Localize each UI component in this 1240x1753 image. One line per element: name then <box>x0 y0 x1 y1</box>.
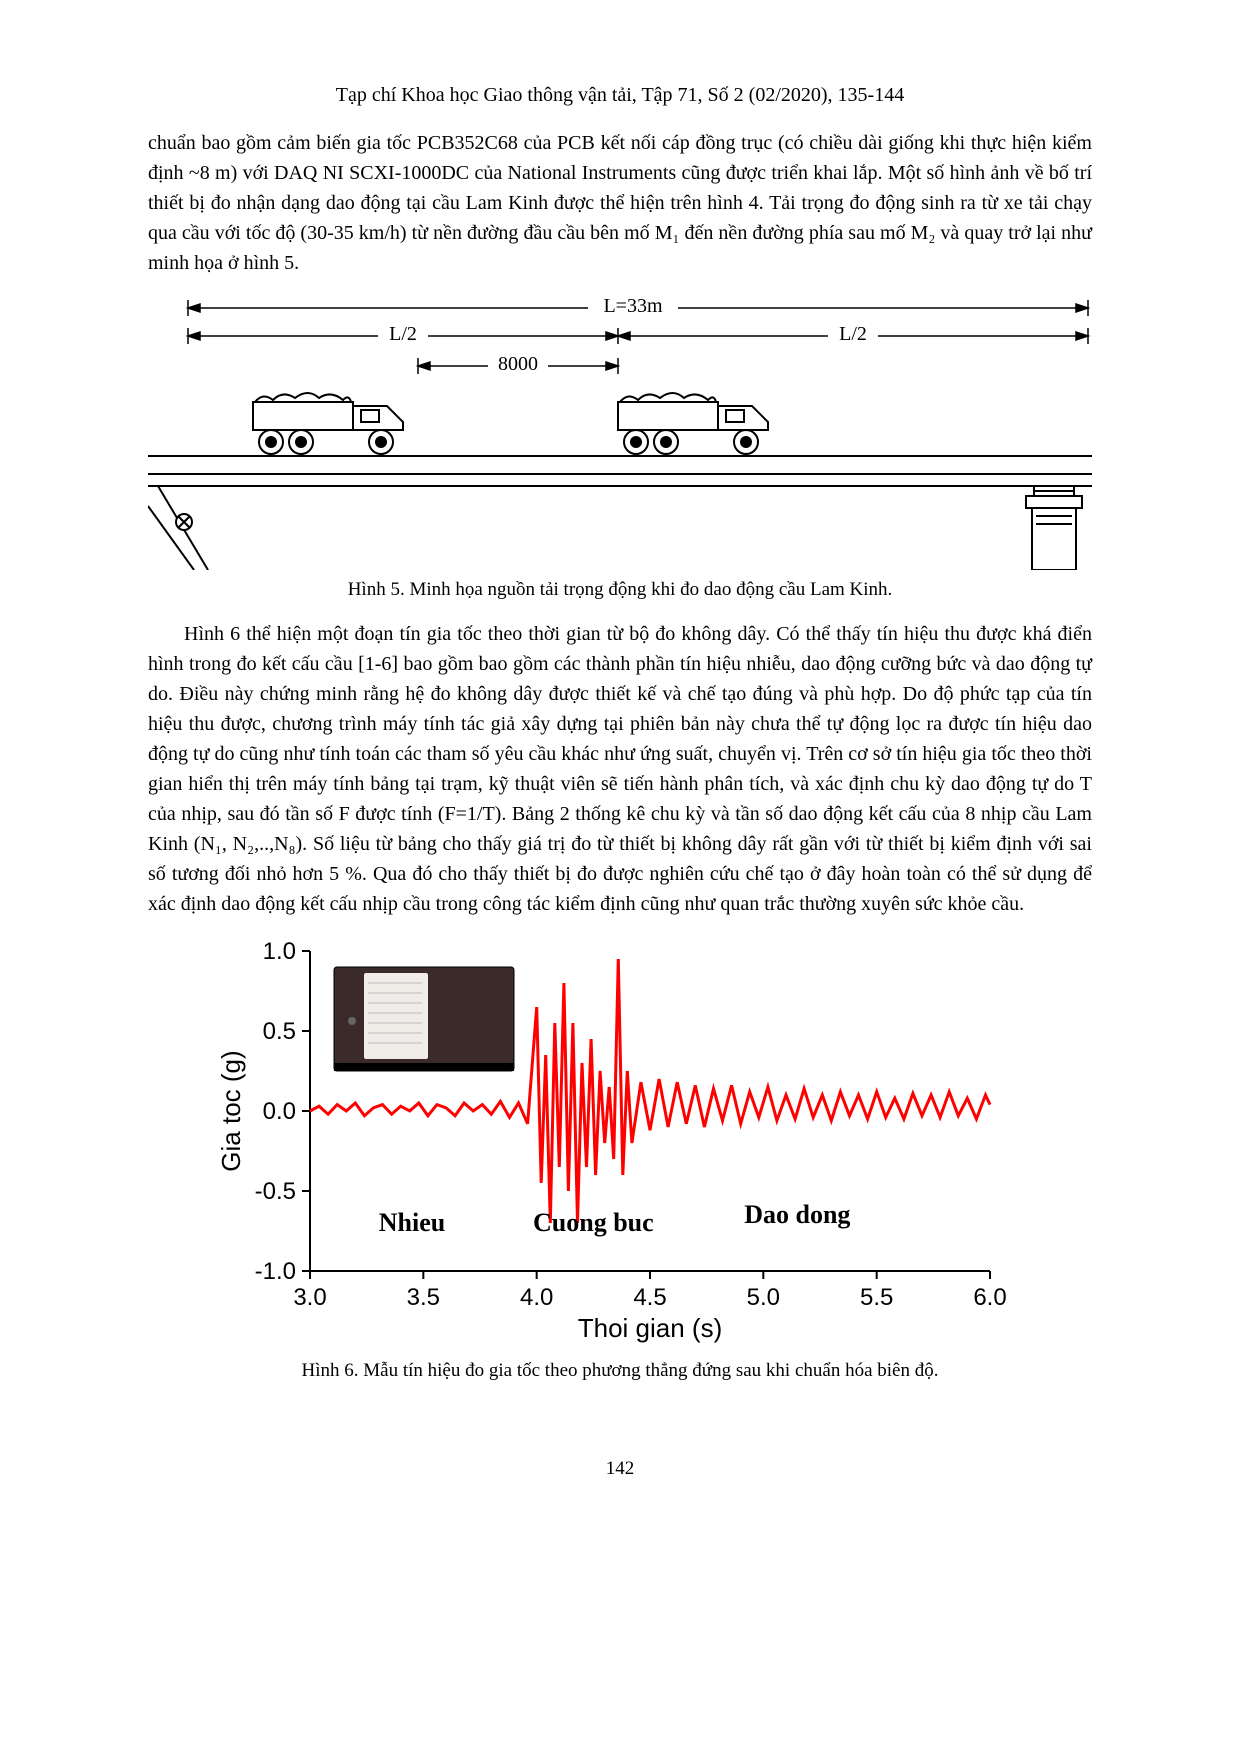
figure-5-caption: Hình 5. Minh họa nguồn tải trọng động kh… <box>148 576 1092 605</box>
fig5-dim-total: L=33m <box>603 295 662 317</box>
fig6-ytick-label: 1.0 <box>263 938 296 965</box>
paragraph-body: Hình 6 thể hiện một đoạn tín gia tốc the… <box>148 619 1092 919</box>
fig5-truck-1 <box>253 393 403 454</box>
fig6-xtick-label: 3.0 <box>293 1284 326 1311</box>
fig5-pier-right <box>1026 486 1082 570</box>
fig6-xtick-label: 4.0 <box>520 1284 553 1311</box>
fig5-dim-gap: 8000 <box>498 353 538 375</box>
fig5-dim-left: L/2 <box>389 323 417 345</box>
fig6-inset-screenshot <box>334 967 514 1071</box>
fig6-xtick-label: 5.5 <box>860 1284 893 1311</box>
fig6-ytick-label: 0.5 <box>263 1018 296 1045</box>
fig6-ytick-label: -1.0 <box>255 1258 296 1285</box>
figure-5-svg: L=33m L/2 L/2 <box>148 290 1092 570</box>
fig6-xtick-label: 5.0 <box>747 1284 780 1311</box>
fig6-xtick-label: 6.0 <box>973 1284 1006 1311</box>
figure-5: L=33m L/2 L/2 <box>148 290 1092 605</box>
page-number: 142 <box>148 1455 1092 1484</box>
fig6-annotation: Cuong buc <box>533 1208 654 1237</box>
fig6-ytick-label: 0.0 <box>263 1098 296 1125</box>
fig6-xtick-label: 3.5 <box>407 1284 440 1311</box>
figure-6-caption: Hình 6. Mẫu tín hiệu đo gia tốc theo phư… <box>148 1357 1092 1386</box>
fig6-annotation: Nhieu <box>379 1208 445 1237</box>
fig6-xlabel: Thoi gian (s) <box>578 1313 723 1343</box>
fig6-ytick-label: -0.5 <box>255 1178 296 1205</box>
journal-header: Tạp chí Khoa học Giao thông vận tải, Tập… <box>148 80 1092 110</box>
fig5-abutment-left <box>148 486 208 570</box>
fig6-ylabel: Gia toc (g) <box>216 1050 246 1171</box>
fig5-truck-2 <box>618 393 768 454</box>
fig6-annotation: Dao dong <box>744 1200 850 1229</box>
paragraph-lead: chuẩn bao gồm cảm biến gia tốc PCB352C68… <box>148 128 1092 278</box>
fig5-dim-right: L/2 <box>839 323 867 345</box>
figure-6-svg: -1.0 -0.5 0.0 0.5 1.0 3.0 3.5 4.0 4.5 5.0 5.5 6.0 <box>210 931 1030 1351</box>
figure-6: -1.0 -0.5 0.0 0.5 1.0 3.0 3.5 4.0 4.5 5.0 5.5 6.0 <box>148 931 1092 1386</box>
fig6-xtick-label: 4.5 <box>633 1284 666 1311</box>
